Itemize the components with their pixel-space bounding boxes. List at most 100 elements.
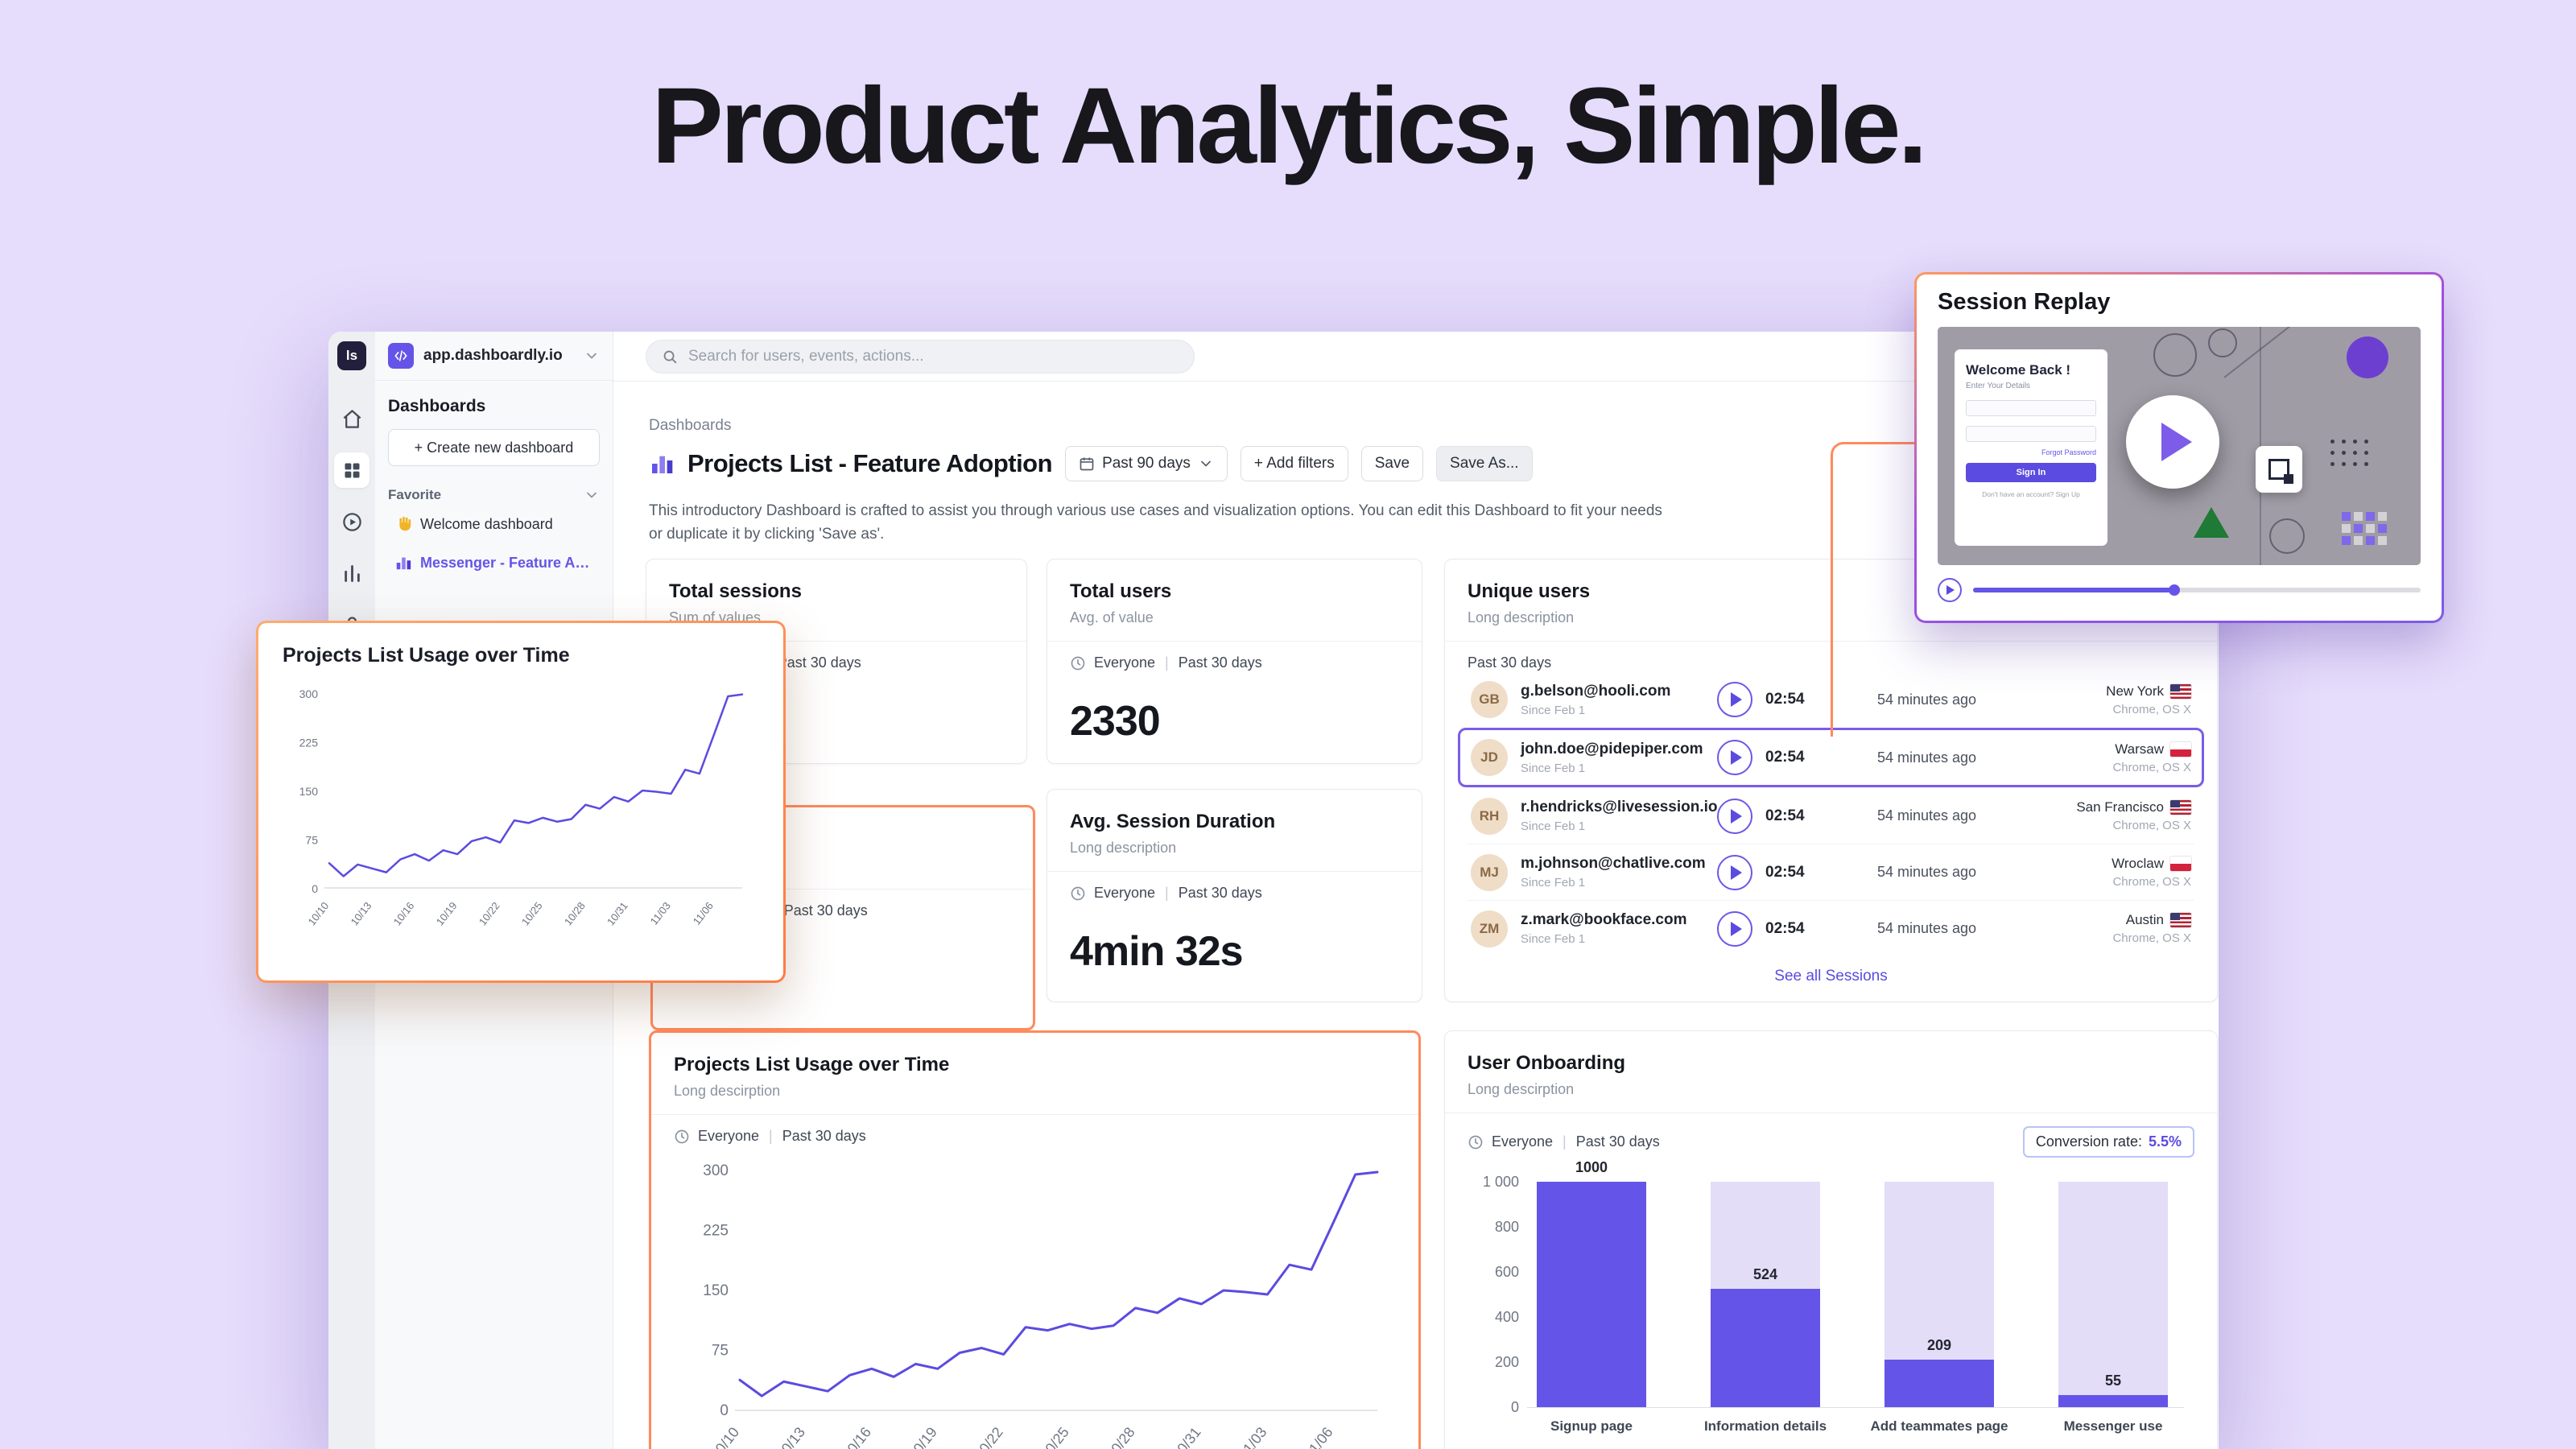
play-session-button[interactable] [1717, 740, 1752, 775]
session-replay-title: Session Replay [1938, 289, 2111, 315]
triangle-icon [2194, 507, 2229, 538]
session-since: Since Feb 1 [1521, 819, 1586, 833]
session-time-ago: 54 minutes ago [1876, 749, 1977, 766]
session-email: m.johnson@chatlive.com [1521, 855, 1706, 872]
play-session-button[interactable] [1717, 854, 1752, 890]
page-title: Projects List - Feature Adoption [687, 449, 1053, 477]
sidebar-item-messenger-dashboard[interactable]: Messenger - Feature Adopti... [388, 545, 600, 580]
decor-line [2223, 327, 2301, 378]
replays-icon[interactable] [334, 504, 369, 539]
session-row[interactable]: ZM z.mark@bookface.com Since Feb 1 02:54… [1468, 900, 2194, 956]
play-replay-button[interactable] [2126, 395, 2219, 489]
session-email: john.doe@pidepiper.com [1521, 740, 1703, 758]
search-input[interactable] [688, 348, 1179, 365]
page-headline: Product Analytics, Simple. [651, 66, 1927, 186]
dashboard-description: This introductory Dashboard is crafted t… [649, 502, 1662, 543]
svg-text:11/06: 11/06 [1302, 1424, 1336, 1449]
add-filters-button[interactable]: + Add filters [1240, 446, 1348, 481]
svg-text:10/16: 10/16 [391, 900, 417, 928]
card-title: Total sessions [669, 580, 802, 602]
dashboards-grid-icon[interactable] [334, 452, 369, 488]
breadcrumb[interactable]: Dashboards [649, 417, 732, 434]
sidebar-item-welcome-dashboard[interactable]: Welcome dashboard [388, 506, 600, 542]
us-flag-icon [2170, 913, 2191, 927]
svg-text:10/10: 10/10 [306, 900, 332, 928]
card-subtitle: Long descirption [1468, 1081, 1575, 1097]
session-row[interactable]: RH r.hendricks@livesession.io Since Feb … [1468, 787, 2194, 844]
replay-progress-bar[interactable] [1973, 584, 2421, 596]
metric-value: 4min 32s [1070, 928, 1244, 975]
session-email: r.hendricks@livesession.io [1521, 799, 1718, 815]
decor-dot-icon [2347, 336, 2388, 378]
chevron-down-icon [1201, 460, 1211, 467]
workspace-switcher[interactable]: app.dashboardly.io [375, 332, 613, 381]
save-as-button[interactable]: Save As... [1436, 446, 1533, 481]
svg-text:10/25: 10/25 [519, 900, 545, 928]
decor-circle-icon [2269, 518, 2305, 554]
replay-player[interactable]: Welcome Back ! Enter Your Details Forgot… [1938, 327, 2421, 565]
period-label: Past 30 days [1575, 1133, 1660, 1150]
play-session-button[interactable] [1717, 798, 1752, 834]
svg-text:225: 225 [299, 737, 319, 749]
svg-text:10/22: 10/22 [477, 900, 502, 928]
svg-text:300: 300 [703, 1162, 729, 1179]
favorite-section-toggle[interactable]: Favorite [388, 487, 600, 503]
play-button[interactable] [1938, 578, 1962, 602]
period-label: Past 30 days [1178, 654, 1262, 671]
card-title: Total users [1070, 580, 1172, 602]
app-logo[interactable]: ls [337, 341, 366, 370]
session-row[interactable]: MJ m.johnson@chatlive.com Since Feb 1 02… [1468, 844, 2194, 900]
search-bar [646, 340, 1195, 374]
progress-fill [1973, 588, 2175, 592]
play-icon [2161, 423, 2192, 461]
play-icon [1946, 585, 1955, 595]
session-city: Warsaw [2115, 741, 2164, 757]
onboarding-funnel-chart: 1 000 800 600 400 200 0 1000 Signup page 524 Info… [1468, 1159, 2184, 1449]
session-env: Chrome, OS X [2112, 702, 2191, 716]
metric-value: 2330 [1070, 698, 1161, 745]
session-row[interactable]: GB g.belson@hooli.com Since Feb 1 02:54 … [1468, 671, 2194, 728]
session-city: Wroclaw [2112, 856, 2164, 871]
progress-handle[interactable] [2169, 584, 2181, 596]
dots-grid-icon [2330, 440, 2368, 466]
segment-label: Everyone [1094, 885, 1156, 901]
save-button[interactable]: Save [1360, 446, 1424, 481]
forgot-password-link: Forgot Password [2041, 448, 2096, 456]
session-duration: 02:54 [1765, 691, 1805, 708]
us-flag-icon [2170, 800, 2191, 815]
create-dashboard-button[interactable]: + Create new dashboard [388, 429, 600, 466]
svg-text:10/13: 10/13 [774, 1424, 808, 1449]
play-session-button[interactable] [1717, 682, 1752, 717]
conversion-rate-badge: Conversion rate: 5.5% [2022, 1126, 2194, 1158]
session-email: g.belson@hooli.com [1521, 682, 1671, 700]
chevron-down-icon [584, 348, 600, 364]
popout-usage-chart-card: Projects List Usage over Time 0 75 150 225 3… [256, 621, 786, 983]
user-onboarding-card: User Onboarding Long descirption Everyon… [1444, 1030, 2218, 1449]
popout-chart-title: Projects List Usage over Time [283, 644, 570, 667]
code-icon [388, 343, 414, 369]
avg-session-duration-card: Avg. Session Duration Long description E… [1046, 789, 1422, 1002]
session-env: Chrome, OS X [2112, 931, 2191, 945]
card-subtitle: Long descirption [674, 1083, 781, 1099]
home-icon[interactable] [334, 401, 369, 436]
card-title: Avg. Session Duration [1070, 811, 1276, 832]
workspace-name: app.dashboardly.io [423, 347, 563, 364]
play-icon [1731, 692, 1742, 707]
svg-text:300: 300 [299, 687, 319, 700]
calendar-icon [1080, 457, 1094, 471]
card-subtitle: Avg. of value [1070, 609, 1154, 625]
period-label: Past 30 days [782, 1128, 866, 1144]
session-env: Chrome, OS X [2112, 760, 2191, 774]
period-label: Past 30 days [783, 902, 868, 919]
total-users-card: Total users Avg. of value Everyone Past … [1046, 559, 1422, 764]
see-all-sessions-link[interactable]: See all Sessions [1468, 968, 2194, 985]
date-range-button[interactable]: Past 90 days [1065, 446, 1228, 481]
svg-text:11/03: 11/03 [648, 900, 673, 927]
session-since: Since Feb 1 [1521, 876, 1586, 890]
svg-text:0: 0 [312, 882, 318, 895]
play-session-button[interactable] [1717, 910, 1752, 947]
clock-icon [675, 1129, 689, 1143]
analytics-icon[interactable] [334, 555, 369, 591]
svg-text:10/25: 10/25 [1037, 1424, 1071, 1449]
session-row-highlighted[interactable]: JD john.doe@pidepiper.com Since Feb 1 02… [1458, 728, 2204, 787]
